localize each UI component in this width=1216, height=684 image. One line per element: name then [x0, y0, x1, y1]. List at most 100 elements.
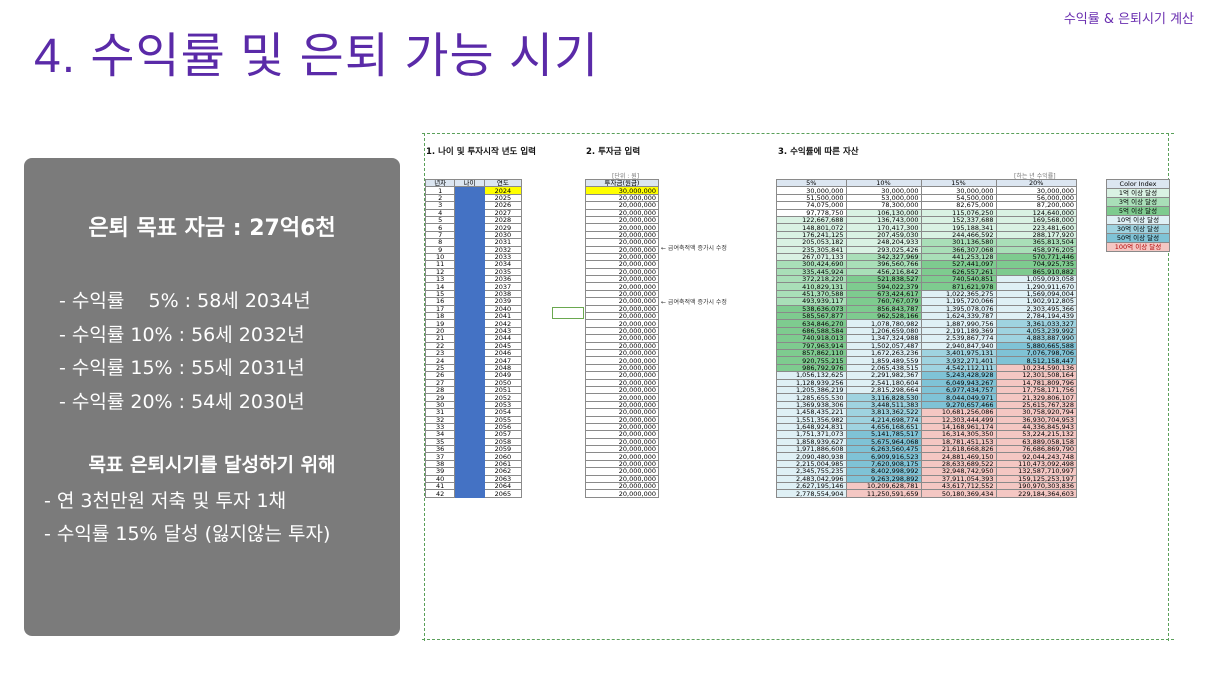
year-cell: 2038	[483, 289, 523, 299]
table-row: 267,071,133 342,327,969 441,253,128 570,771…	[776, 252, 1078, 262]
asset-cell: 1,551,356,982	[776, 415, 847, 424]
year-cell: 2051	[483, 385, 523, 395]
rate-line: - 수익률 10% : 56세 2032년	[59, 324, 305, 346]
table-row: 235,305,841 293,025,426 366,307,068 458,976…	[776, 245, 1078, 254]
table-row: 148,801,072 170,417,300 195,188,341 223,481…	[776, 223, 1078, 232]
asset-cell: 4,656,168,651	[845, 422, 922, 432]
investment-cell: 20,000,000	[585, 393, 659, 402]
table-row: 2 2025	[424, 193, 523, 203]
asset-cell: 8,512,158,447	[995, 356, 1078, 365]
investment-cell: 20,000,000	[585, 326, 659, 336]
asset-cell: 396,560,766	[845, 260, 922, 269]
investment-cell: 20,000,000	[585, 304, 659, 314]
year-index-cell: 21	[424, 334, 456, 343]
table-row: 23 2046	[424, 348, 523, 358]
asset-cell: 686,588,584	[776, 326, 847, 336]
table-row: 20,000,000	[585, 297, 659, 306]
asset-cell: 634,846,270	[776, 319, 847, 328]
table-row: 335,445,924 456,216,842 626,557,261 865,910…	[776, 267, 1078, 277]
age-cell	[454, 334, 485, 343]
asset-cell: 76,686,869,790	[995, 445, 1078, 454]
table-row: 20,000,000	[585, 223, 659, 232]
age-cell	[454, 445, 485, 454]
year-index-cell: 35	[424, 437, 456, 447]
year-index-cell: 37	[424, 452, 456, 461]
table-row: 686,588,584 1,206,659,080 2,191,189,369 4,0…	[776, 326, 1078, 336]
asset-cell: 248,204,933	[845, 238, 922, 247]
investment-cell: 20,000,000	[585, 260, 659, 269]
investment-cell: 20,000,000	[585, 201, 659, 210]
year-cell: 2039	[483, 297, 523, 306]
asset-cell: 9,270,657,466	[920, 400, 997, 410]
asset-cell: 24,881,469,150	[920, 452, 997, 461]
asset-cell: 132,587,710,997	[995, 467, 1078, 476]
table-row: 74,075,000 78,300,000 82,675,000 87,200,000	[776, 201, 1078, 210]
table-row: 37 2060	[424, 452, 523, 461]
table-row: 4 2027	[424, 208, 523, 217]
year-cell: 2063	[483, 474, 523, 484]
asset-cell: 30,000,000	[920, 186, 997, 195]
color-index-legend: Color Index 1억 이상 달성 3억 이상 달성 5억 이상 달성 10억 …	[1106, 179, 1170, 252]
asset-cell: 195,188,341	[920, 223, 997, 232]
asset-cell: 2,940,847,940	[920, 341, 997, 351]
table-row: 20,000,000	[585, 393, 659, 402]
asset-cell: 30,000,000	[776, 186, 847, 195]
year-cell: 2024	[483, 186, 523, 195]
investment-cell: 20,000,000	[585, 267, 659, 277]
asset-cell: 11,250,591,659	[845, 489, 922, 498]
table-row: 29 2052	[424, 393, 523, 402]
table-row: 40 2063	[424, 474, 523, 484]
asset-cell: 51,500,000	[776, 193, 847, 203]
table-row: 20,000,000	[585, 445, 659, 454]
investment-cell: 20,000,000	[585, 356, 659, 365]
table-row: 11 2034	[424, 260, 523, 269]
asset-cell: 3,361,033,327	[995, 319, 1078, 328]
year-cell: 2047	[483, 356, 523, 365]
table-row: 20,000,000	[585, 334, 659, 343]
investment-cell: 20,000,000	[585, 452, 659, 461]
retirement-goal: 은퇴 목표 자금 : 27억6천	[88, 216, 336, 241]
asset-cell: 8,044,049,971	[920, 393, 997, 402]
asset-cell: 14,168,961,174	[920, 422, 997, 432]
asset-cell: 871,621,978	[920, 282, 997, 291]
investment-cell: 20,000,000	[585, 312, 659, 321]
table-row: 30,000,000	[585, 186, 659, 195]
asset-cell: 53,224,215,132	[995, 430, 1078, 439]
dashed-border	[1168, 133, 1169, 641]
age-cell	[454, 474, 485, 484]
year-index-cell: 15	[424, 289, 456, 299]
table-row: 740,918,013 1,347,324,988 2,539,867,774 4,8…	[776, 334, 1078, 343]
table-row: 21 2044	[424, 334, 523, 343]
asset-cell: 410,829,131	[776, 282, 847, 291]
asset-cell: 136,743,000	[845, 215, 922, 225]
investment-cell: 20,000,000	[585, 481, 659, 491]
year-cell: 2058	[483, 437, 523, 447]
table-row: 22 2045	[424, 341, 523, 351]
table-row: 20,000,000	[585, 371, 659, 380]
asset-cell: 335,445,924	[776, 267, 847, 277]
asset-cell: 288,177,920	[995, 230, 1078, 240]
rate-line: - 수익률 15% : 55세 2031년	[59, 357, 305, 379]
col-header: 투자금(원금)	[585, 178, 659, 188]
year-index-cell: 30	[424, 400, 456, 410]
year-cell: 2027	[483, 208, 523, 217]
asset-cell: 1,569,094,004	[995, 289, 1078, 299]
table-row: 16 2039	[424, 297, 523, 306]
table-row: 20,000,000	[585, 267, 659, 277]
investment-cell: 20,000,000	[585, 215, 659, 225]
age-cell	[454, 467, 485, 476]
year-cell: 2049	[483, 371, 523, 380]
asset-cell: 170,417,300	[845, 223, 922, 232]
age-cell	[454, 252, 485, 262]
year-age-table: 년차 나이 연도 1 2024 2 2025 3 2026 4 2027 5 2028 6 2029 7…	[424, 178, 523, 498]
year-index-cell: 34	[424, 430, 456, 439]
asset-cell: 1,395,078,076	[920, 304, 997, 314]
legend-item: 5억 이상 달성	[1106, 206, 1170, 216]
table-row: 20,000,000	[585, 459, 659, 469]
investment-cell: 20,000,000	[585, 334, 659, 343]
rate-line: - 수익률 5% : 58세 2034년	[59, 290, 311, 312]
table-row: 205,053,182 248,204,933 301,136,580 365,813…	[776, 238, 1078, 247]
asset-cell: 87,200,000	[995, 201, 1078, 210]
asset-cell: 30,000,000	[845, 186, 922, 195]
year-cell: 2043	[483, 326, 523, 336]
